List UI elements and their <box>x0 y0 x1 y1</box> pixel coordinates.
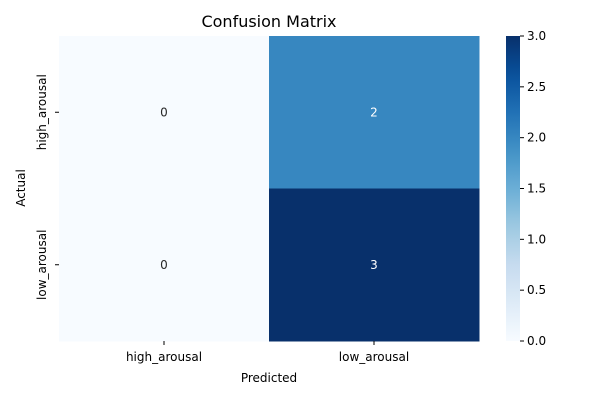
colorbar-tick-label: 1.5 <box>527 182 546 196</box>
x-axis-label: Predicted <box>241 371 297 385</box>
cell-value-label: 2 <box>370 105 378 119</box>
colorbar-tick-label: 2.0 <box>527 131 546 145</box>
cell-value-label: 0 <box>160 258 168 272</box>
colorbar: 0.0 0.5 1.0 1.5 2.0 2.5 3.0 <box>506 29 546 348</box>
x-axis: high_arousal low_arousal <box>126 341 409 364</box>
heatmap-cells: 0 2 0 3 <box>59 36 480 342</box>
colorbar-tick-label: 2.5 <box>527 80 546 94</box>
heatmap-cell <box>59 36 270 189</box>
colorbar-tick-label: 0.0 <box>527 334 546 348</box>
colorbar-tick-label: 0.5 <box>527 283 546 297</box>
y-tick-label: low_arousal <box>35 230 49 300</box>
colorbar-tick-label: 3.0 <box>527 29 546 43</box>
cell-value-label: 0 <box>160 105 168 119</box>
colorbar-gradient <box>506 36 520 341</box>
x-tick-label: low_arousal <box>339 350 409 364</box>
heatmap-cell <box>269 36 480 189</box>
y-tick-label: high_arousal <box>35 74 49 150</box>
x-tick-label: high_arousal <box>126 350 202 364</box>
y-axis-label: Actual <box>14 169 28 207</box>
y-axis: high_arousal low_arousal <box>35 74 59 300</box>
cell-value-label: 3 <box>370 258 378 272</box>
heatmap-cell <box>269 188 480 342</box>
chart-title: Confusion Matrix <box>201 12 336 31</box>
heatmap-cell <box>59 188 270 342</box>
colorbar-tick-label: 1.0 <box>527 232 546 246</box>
